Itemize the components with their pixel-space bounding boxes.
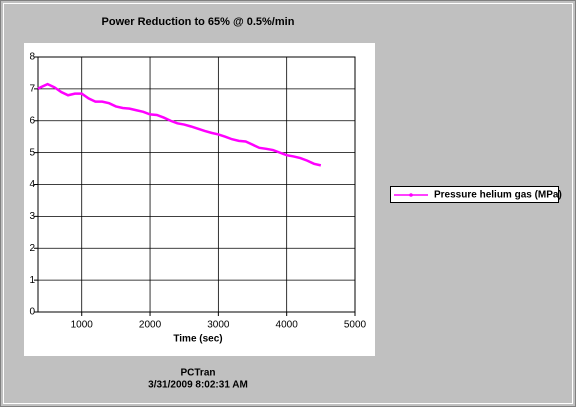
y-tick-label: 8	[29, 52, 35, 63]
y-tick-label: 3	[29, 211, 35, 222]
x-axis-label: Time (sec)	[173, 334, 222, 345]
data-line	[37, 82, 322, 167]
x-tick-label: 5000	[344, 320, 367, 331]
legend-box	[390, 186, 559, 203]
y-tick-label: 6	[29, 115, 35, 126]
plot-frame	[37, 56, 356, 313]
x-tick-label: 3000	[207, 320, 230, 331]
y-tick-label: 0	[29, 307, 35, 318]
legend-marker	[409, 193, 413, 197]
x-tick-label: 2000	[139, 320, 162, 331]
x-tick-label: 4000	[276, 320, 299, 331]
legend-label: Pressure helium gas (MPa)	[434, 190, 562, 201]
y-tick-label: 2	[29, 243, 35, 254]
plot-panel	[24, 43, 375, 356]
footer-date: 3/31/2009 8:02:31 AM	[148, 380, 248, 391]
y-tick-label: 1	[29, 275, 35, 286]
y-tick-label: 5	[29, 147, 35, 158]
x-tick-label: 1000	[71, 320, 94, 331]
y-tick-label: 7	[29, 84, 35, 95]
window-bevel	[3, 3, 573, 404]
footer-app: PCTran	[180, 368, 215, 379]
chart-title: Power Reduction to 65% @ 0.5%/min	[102, 16, 295, 28]
y-tick-label: 4	[29, 179, 35, 190]
